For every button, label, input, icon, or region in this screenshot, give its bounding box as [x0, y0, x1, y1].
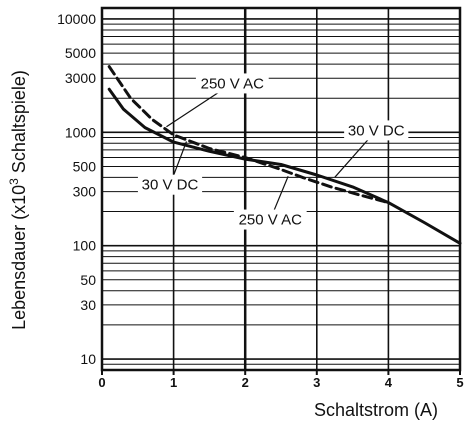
axes: 0 1 2 3 4 5 10 30 50 100 300 500 1000 3000 5000 10000: [57, 6, 464, 390]
x-tick-label: 1: [170, 375, 177, 390]
x-tick-label: 3: [313, 375, 320, 390]
annotation-background: [344, 120, 409, 141]
y-tick-label: 30: [80, 297, 96, 313]
annotation-background: [233, 209, 307, 230]
x-axis-label: Schaltstrom (A): [314, 400, 438, 420]
annotation-label: 30 V DC: [348, 122, 405, 139]
y-tick-label: 10: [80, 351, 96, 367]
plot-frame: [100, 6, 462, 372]
x-tick-label: 0: [98, 375, 105, 390]
y-tick-label: 1000: [65, 124, 96, 140]
x-tick-label: 2: [242, 375, 249, 390]
series-lines: [107, 65, 462, 245]
annotation-label: 250 V AC: [239, 212, 303, 229]
y-axis-label-superscript: 3: [7, 178, 21, 185]
x-tick-label: 4: [385, 375, 393, 390]
y-tick-label: 50: [80, 272, 96, 288]
annotation-background: [137, 174, 203, 195]
y-axis-label-tail: Schaltspiele): [9, 70, 29, 178]
y-tick-label: 300: [73, 184, 97, 200]
y-tick-label: 500: [73, 158, 97, 174]
annotation-background: [195, 73, 269, 94]
y-tick-label: 10000: [57, 11, 96, 27]
annotation-label: 250 V AC: [201, 75, 265, 92]
y-tick-label: 3000: [65, 70, 96, 86]
series-line-250v-ac: [107, 65, 390, 205]
series-line-30v-dc: [107, 87, 462, 245]
annotation-label: 30 V DC: [142, 177, 199, 194]
y-axis-label: Lebensdauer (x103 Schaltspiele): [7, 70, 29, 330]
y-tick-label: 5000: [65, 45, 96, 61]
annotations: 250 V AC 30 V DC 30 V DC 250 V AC: [137, 73, 409, 230]
y-tick-label: 100: [73, 238, 97, 254]
x-tick-label: 5: [456, 375, 463, 390]
y-axis-label-main: Lebensdauer (x10: [9, 185, 29, 330]
